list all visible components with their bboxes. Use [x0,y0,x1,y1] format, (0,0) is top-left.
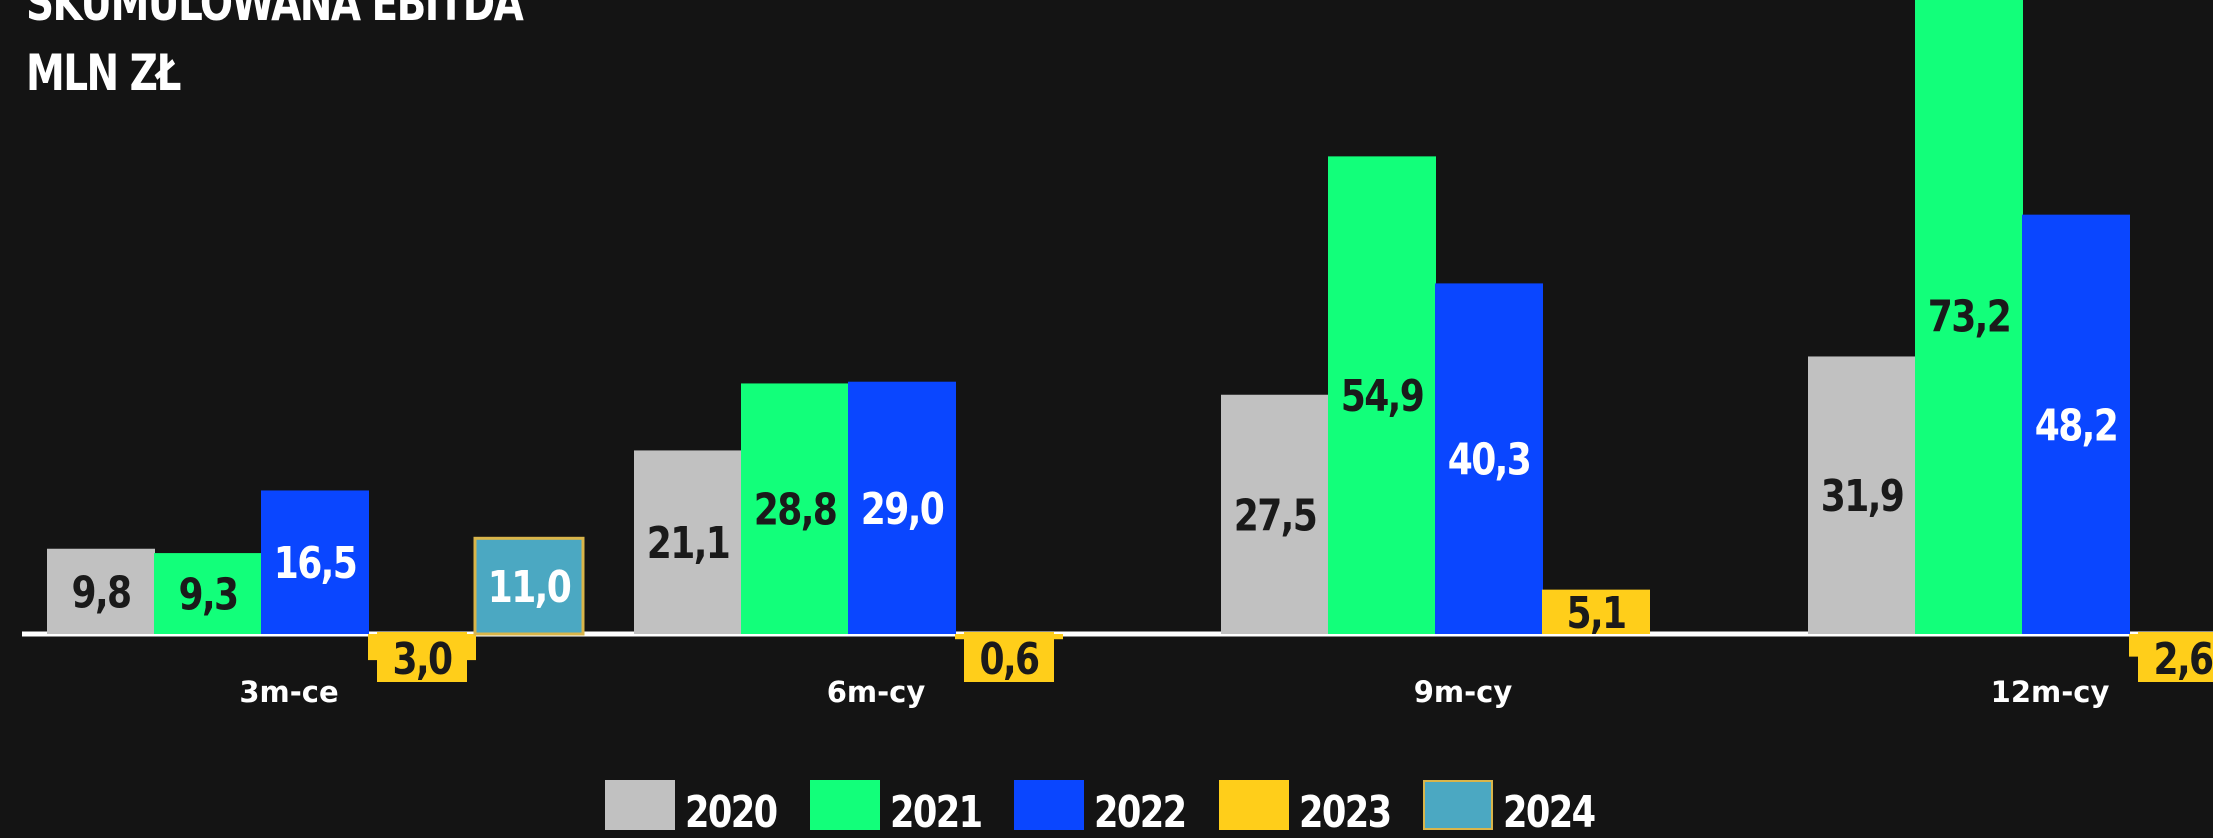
data-label-2024-3m-ce: 11,0 [488,563,571,613]
x-tick-label-9m-cy: 9m-cy [1414,675,1513,709]
data-label-2023-3m-ce: 3,0 [393,635,453,685]
data-label-box-2023-6m-cy [964,632,1054,682]
chart-title-line1: SKUMULOWANA EBITDA [26,0,524,32]
data-label-2022-12m-cy: 48,2 [2035,401,2117,451]
bar-2024-3m-ce [473,536,585,636]
data-label-2020-3m-ce: 9,8 [72,568,131,618]
data-label-2023-12m-cy: 2,6 [2154,635,2213,685]
bar-2022-6m-cy [848,381,956,634]
chart-legend: 2020 2021 2022 2023 2024 [0,780,2213,838]
bar-2020-9m-cy [1221,394,1329,634]
legend-item-2020: 2020 [605,780,789,838]
data-label-2020-9m-cy: 27,5 [1234,491,1316,541]
legend-label-2023: 2023 [1298,787,1392,838]
data-label-2021-12m-cy: 73,2 [1928,292,2010,342]
bar-2023-9m-cy [1542,589,1650,634]
data-label-2022-3m-ce: 16,5 [274,539,356,589]
bar-2021-9m-cy [1328,156,1436,634]
legend-item-2022: 2022 [1014,780,1198,838]
data-label-2021-9m-cy: 54,9 [1341,372,1423,422]
data-label-2022-6m-cy: 29,0 [861,484,944,534]
legend-label-2020: 2020 [685,787,778,838]
bar-2022-12m-cy [2022,214,2130,634]
bar-2021-12m-cy [1915,0,2023,635]
legend-swatch-2024 [1423,780,1494,830]
legend-swatch-2021 [809,780,880,830]
legend-swatch-2023 [1218,780,1289,830]
data-label-box-2023-12m-cy [2138,632,2213,682]
legend-label-2022: 2022 [1094,787,1187,838]
bar-2020-12m-cy [1808,356,1916,634]
bar-chart: 9,8 21,1 27,5 31,9 9,3 28,8 54,9 73,2 16,5 29,0 40… [22,0,2213,709]
data-label-2021-6m-cy: 28,8 [754,485,836,535]
data-label-2021-3m-ce: 9,3 [179,570,238,620]
data-label-2023-6m-cy: 0,6 [980,635,1039,685]
legend-label-2024: 2024 [1503,787,1596,838]
x-tick-label-3m-ce: 3m-ce [239,675,338,709]
chart-title-line2: MLN ZŁ [26,44,181,102]
bar-2022-3m-ce [261,490,369,634]
bar-2020-3m-ce [47,548,155,634]
legend-label-2021: 2021 [889,787,983,838]
bar-2020-6m-cy [634,450,742,634]
bar-2021-6m-cy [741,383,849,634]
legend-swatch-2020 [605,780,676,830]
legend-item-2024: 2024 [1423,780,1607,838]
x-tick-label-6m-cy: 6m-cy [827,675,926,709]
data-label-2020-12m-cy: 31,9 [1821,472,1903,522]
x-tick-label-12m-cy: 12m-cy [1991,675,2110,709]
legend-item-2023: 2023 [1218,780,1403,838]
bar-2021-3m-ce [154,553,262,634]
data-label-box-2023-3m-ce [377,632,467,682]
bar-2022-9m-cy [1435,283,1543,634]
data-label-2020-6m-cy: 21,1 [647,519,729,569]
legend-item-2021: 2021 [809,780,994,838]
legend-swatch-2022 [1014,780,1085,830]
data-label-2023-9m-cy: 5,1 [1567,588,1626,638]
data-label-2022-9m-cy: 40,3 [1448,435,1530,485]
